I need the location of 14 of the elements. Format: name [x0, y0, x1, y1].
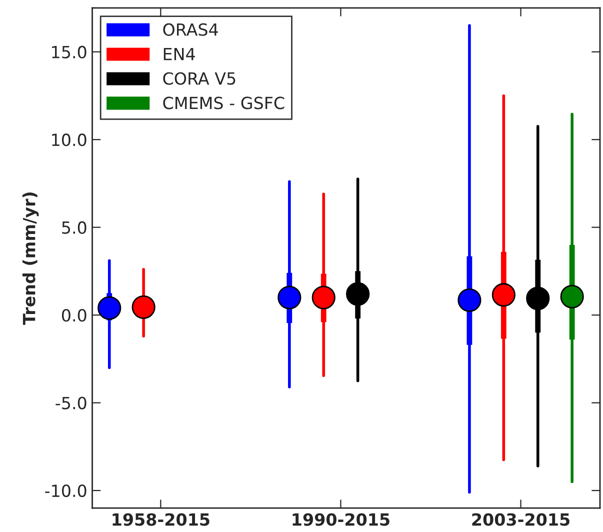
legend-label: ORAS4: [163, 23, 218, 36]
legend-label: CMEMS - GSFC: [163, 96, 284, 110]
y-tick-label: 0.0: [62, 309, 86, 322]
y-tick-label: -5.0: [56, 396, 86, 410]
legend-label: EN4: [164, 48, 195, 60]
x-tick-label: 1990-2015: [292, 513, 390, 526]
y-tick-label: 10.0: [52, 134, 86, 146]
y-tick-label: 15.0: [52, 46, 86, 58]
y-tick-label: -10.0: [45, 484, 86, 498]
x-tick-label: 2003-2015: [472, 513, 570, 526]
legend-label: CORA V5: [163, 72, 236, 85]
x-tick-label: 1958-2015: [112, 513, 210, 526]
y-axis-title: Trend (mm/yr): [22, 192, 39, 325]
y-tick-label: 5.0: [62, 221, 86, 234]
